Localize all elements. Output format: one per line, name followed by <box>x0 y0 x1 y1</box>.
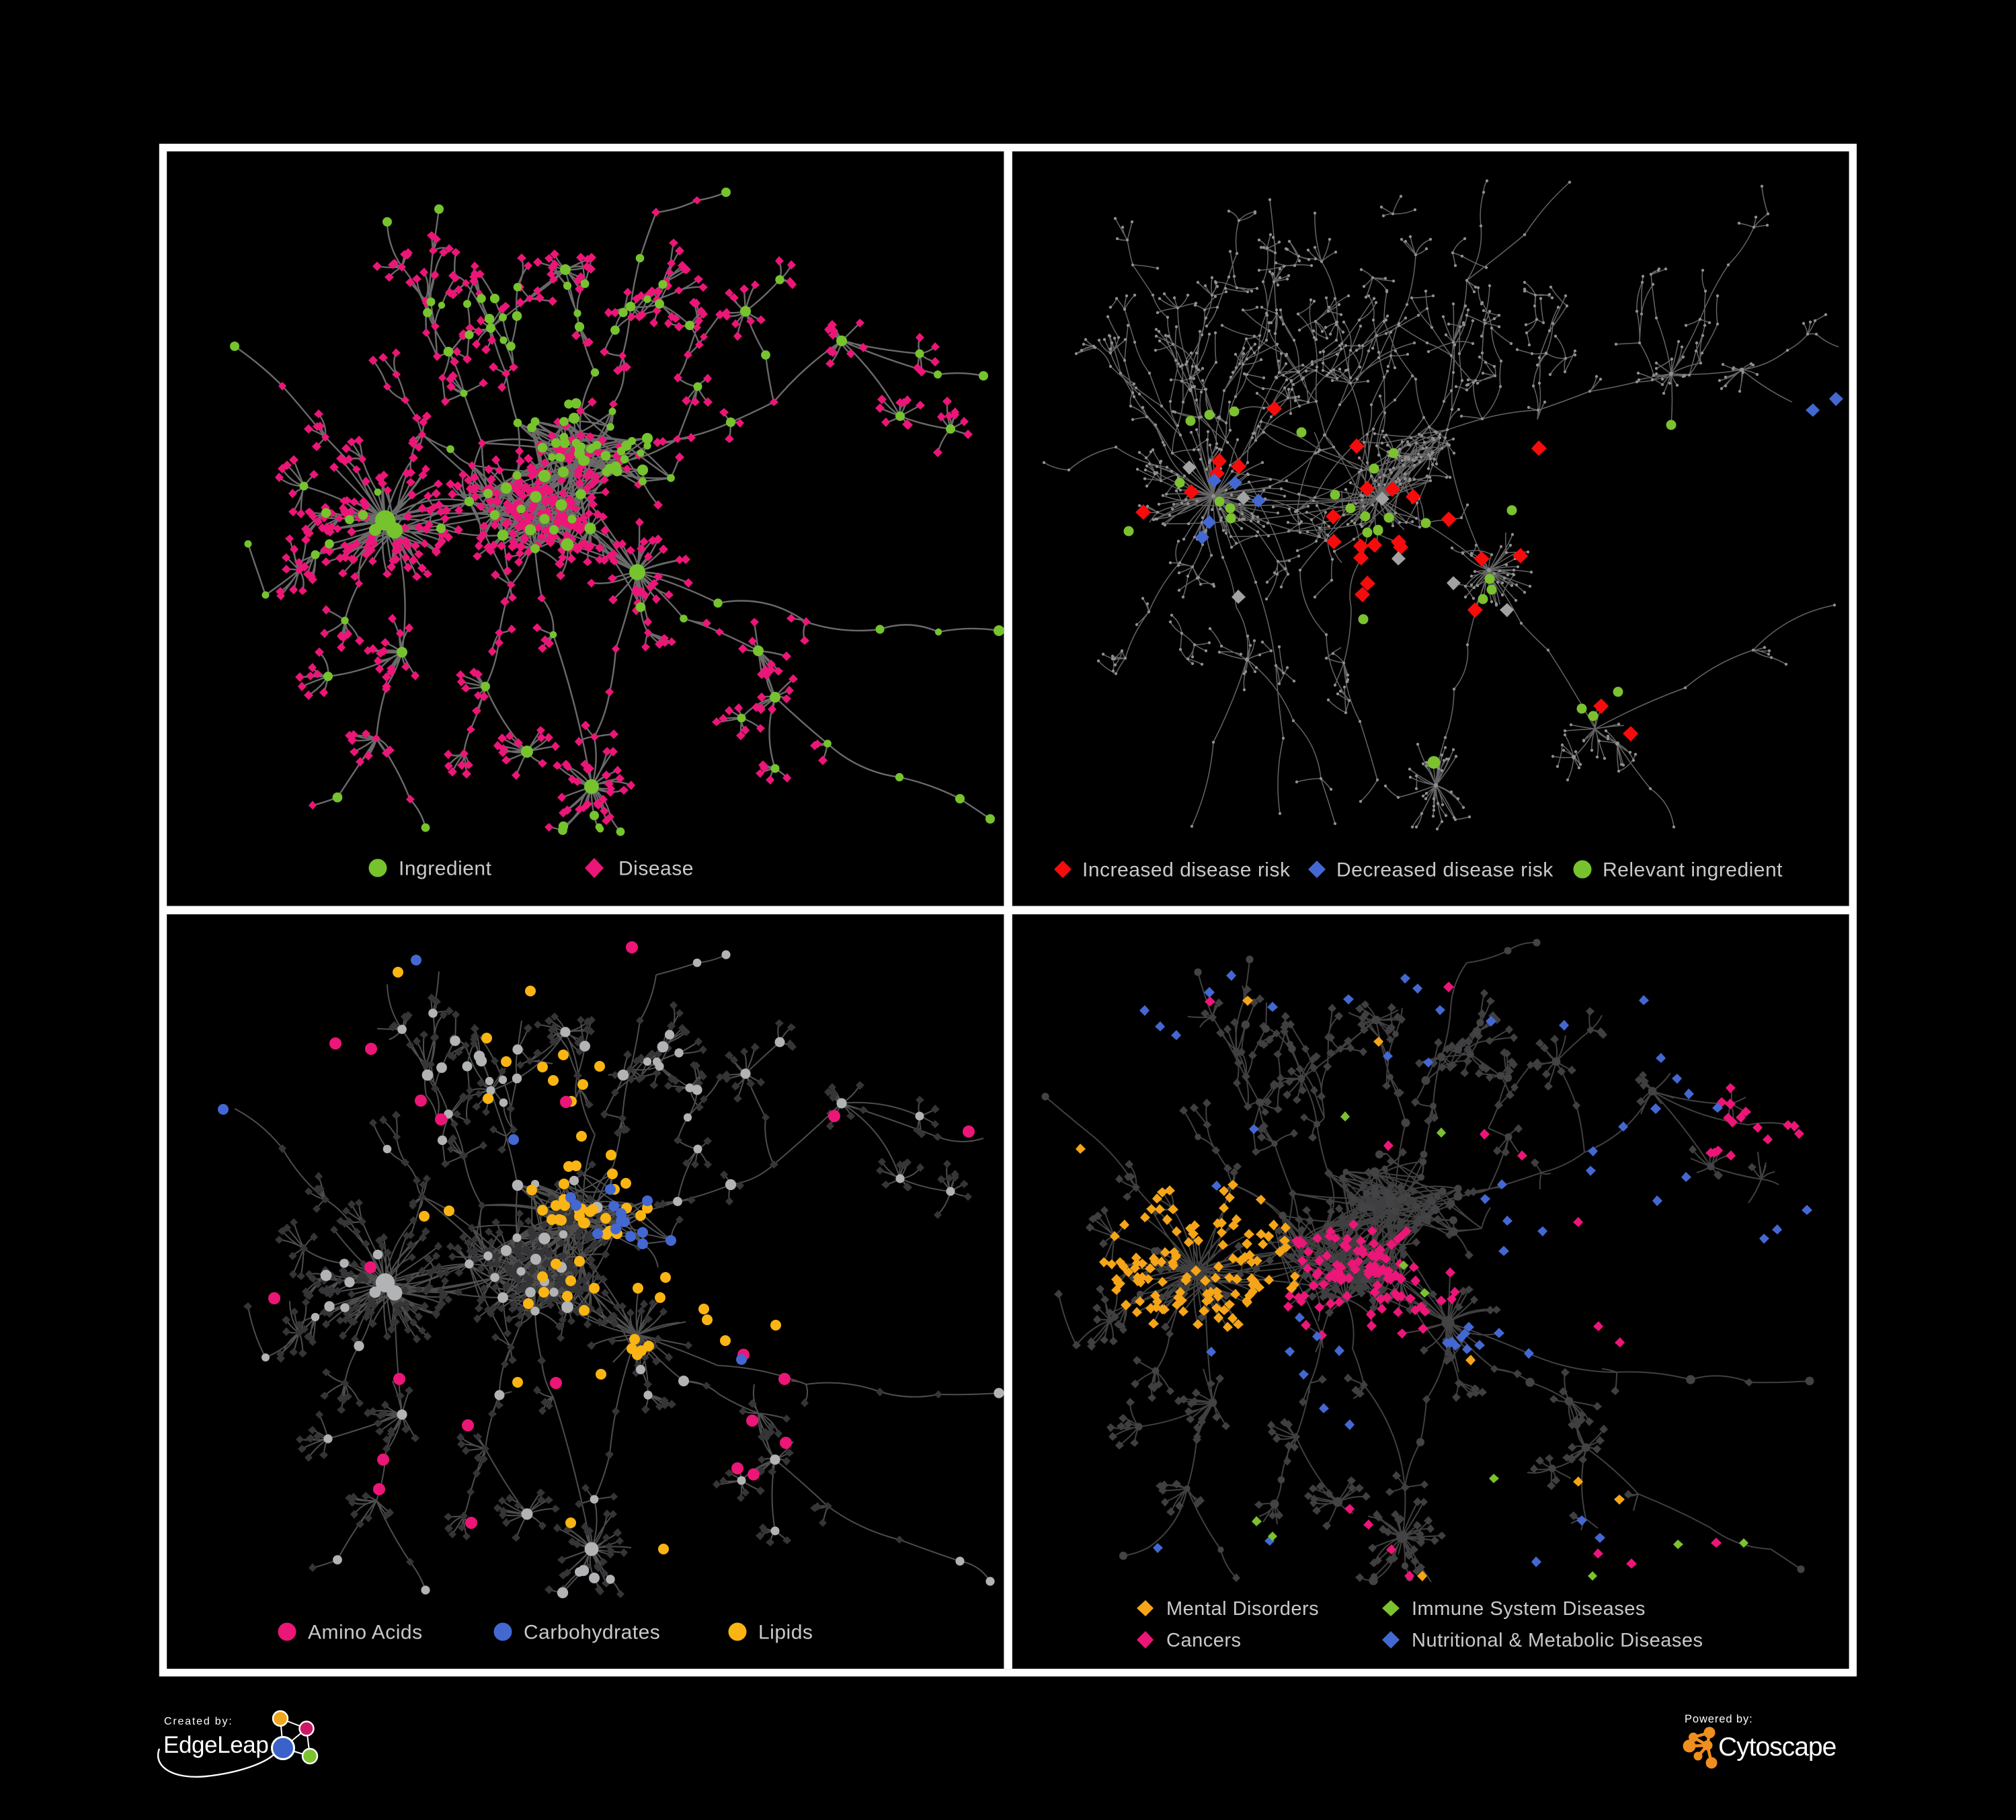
svg-text:EdgeLeap: EdgeLeap <box>163 1732 268 1758</box>
svg-text:Decreased disease risk: Decreased disease risk <box>1336 859 1554 881</box>
svg-text:Immune System Diseases: Immune System Diseases <box>1412 1598 1646 1620</box>
svg-text:Created by:: Created by: <box>164 1716 233 1727</box>
svg-text:Amino Acids: Amino Acids <box>308 1622 423 1644</box>
svg-text:Increased disease risk: Increased disease risk <box>1082 859 1291 881</box>
svg-text:Nutritional & Metabolic Diseas: Nutritional & Metabolic Diseases <box>1412 1630 1703 1651</box>
svg-text:Disease: Disease <box>618 858 694 880</box>
svg-text:Ingredient: Ingredient <box>399 858 492 880</box>
svg-text:Powered by:: Powered by: <box>1685 1713 1753 1725</box>
svg-text:Cytoscape: Cytoscape <box>1718 1733 1836 1762</box>
svg-text:Lipids: Lipids <box>758 1622 813 1644</box>
svg-text:Cancers: Cancers <box>1166 1630 1242 1651</box>
svg-text:Mental Disorders: Mental Disorders <box>1166 1598 1319 1620</box>
svg-text:Carbohydrates: Carbohydrates <box>524 1622 660 1644</box>
svg-text:Relevant ingredient: Relevant ingredient <box>1603 859 1783 881</box>
